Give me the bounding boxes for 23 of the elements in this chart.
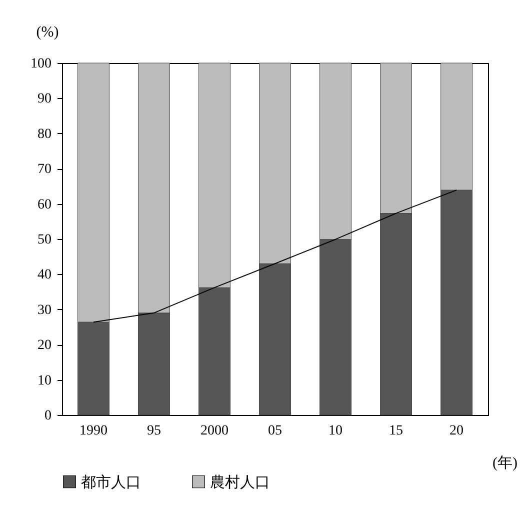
x-tick-label: 2000 (200, 424, 228, 438)
y-tick-label: 100 (30, 56, 52, 72)
y-tick-label: 70 (38, 162, 52, 178)
line-series (92, 190, 458, 323)
x-tick-label: 15 (389, 424, 404, 438)
y-tick-label: 30 (38, 302, 52, 318)
x-tick-label: 1990 (79, 424, 108, 438)
x-axis-title: (年) (492, 454, 518, 472)
x-tick-label: 10 (328, 424, 343, 438)
y-tick-label: 60 (38, 197, 52, 212)
y-tick-label: 50 (38, 232, 52, 248)
x-tick-label: 05 (268, 424, 282, 438)
y-tick-label: 0 (44, 408, 52, 424)
x-tick-label: 95 (146, 424, 161, 438)
x-tick-label: 20 (450, 424, 464, 438)
legend-label: 都市人口 (81, 474, 141, 491)
y-tick-label: 40 (38, 268, 52, 283)
y-tick-label: 80 (38, 126, 52, 142)
y-tick-label: 20 (38, 338, 52, 354)
y-axis-title: (%) (36, 24, 59, 40)
y-tick-label: 90 (38, 92, 52, 107)
y-tick-label: 10 (38, 373, 52, 388)
legend-label: 農村人口 (210, 474, 270, 491)
